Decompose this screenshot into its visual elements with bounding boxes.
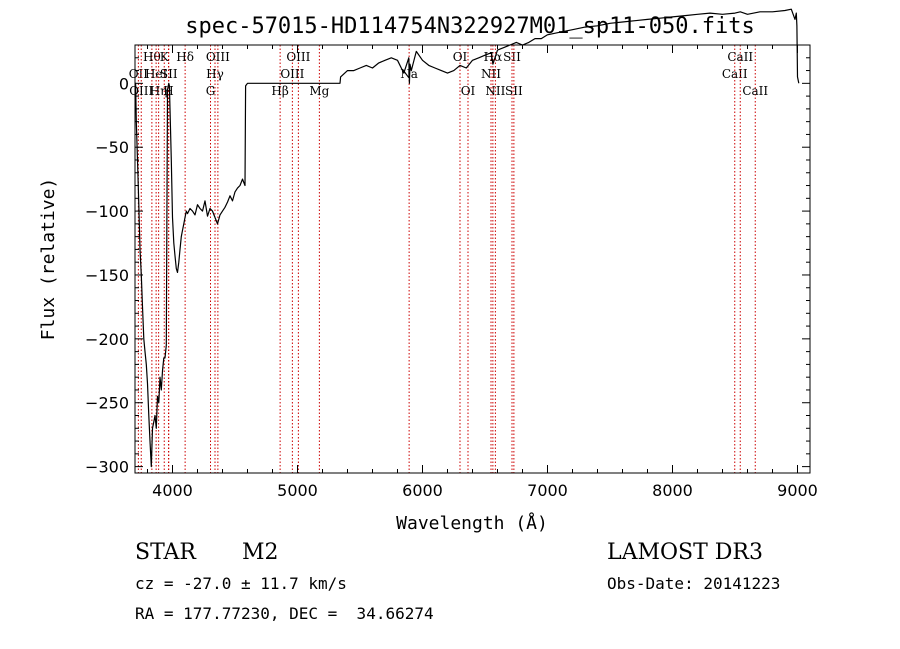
coordinates-readout: RA = 177.77230, DEC = 34.66274 bbox=[135, 604, 434, 623]
x-tick-label: 5000 bbox=[277, 481, 318, 500]
line-label-11: OIII bbox=[206, 50, 230, 64]
y-tick-label: −200 bbox=[85, 330, 129, 349]
plot-frame bbox=[134, 44, 811, 474]
object-subclass: M2 bbox=[242, 540, 279, 565]
y-tick-label: −150 bbox=[85, 266, 129, 285]
line-label-17: OI bbox=[453, 50, 468, 64]
line-label-5: K bbox=[160, 50, 170, 64]
line-label-4: Hη bbox=[150, 84, 168, 98]
x-tick-label: 9000 bbox=[777, 481, 818, 500]
line-label-2: Hθ bbox=[143, 50, 161, 64]
x-tick-label: 4000 bbox=[152, 481, 193, 500]
observation-date: Obs-Date: 20141223 bbox=[607, 574, 781, 593]
line-label-22: SII bbox=[503, 50, 521, 64]
x-tick-label: 7000 bbox=[527, 481, 568, 500]
y-tick-label: −50 bbox=[95, 138, 129, 157]
line-label-25: CaII bbox=[727, 50, 753, 64]
line-label-10: Hγ bbox=[206, 67, 224, 81]
spectrum-line-0 bbox=[134, 8, 800, 468]
line-label-8: Hδ bbox=[176, 50, 194, 64]
y-tick-label: −100 bbox=[85, 202, 129, 221]
spectral-line-markers: OIIOIIIHθHeIHηKHSIIHδGHγOIIIHβOIIIOIIIMg… bbox=[129, 45, 768, 473]
line-label-3: HeI bbox=[145, 67, 168, 81]
line-label-7: SII bbox=[160, 67, 178, 81]
line-label-24: CaII bbox=[722, 67, 748, 81]
line-label-9: G bbox=[206, 84, 216, 98]
line-label-26: CaII bbox=[742, 84, 768, 98]
y-axis-label: Flux (relative) bbox=[38, 178, 59, 341]
x-axis: 4000 5000 6000 7000 8000 9000 bbox=[147, 45, 818, 500]
line-label-19: NII bbox=[481, 67, 501, 81]
y-tick-label: −250 bbox=[85, 394, 129, 413]
redshift-readout: cz = -27.0 ± 11.7 km/s bbox=[135, 574, 347, 593]
spectrum-series bbox=[134, 8, 800, 468]
y-tick-label: −300 bbox=[85, 458, 129, 477]
line-label-15: Mg bbox=[309, 84, 329, 98]
x-tick-label: 8000 bbox=[652, 481, 693, 500]
line-label-18: OI bbox=[461, 84, 476, 98]
x-axis-label: Wavelength (Å) bbox=[396, 512, 548, 534]
object-class: STAR bbox=[135, 540, 196, 565]
survey-name: LAMOST DR3 bbox=[607, 540, 763, 565]
line-label-0: OII bbox=[129, 67, 149, 81]
line-label-13: OIII bbox=[280, 67, 304, 81]
line-label-23: SII bbox=[505, 84, 523, 98]
line-label-21: NII bbox=[485, 84, 505, 98]
y-axis: 0 −50 −100 −150 −200 −250 −300 bbox=[85, 44, 810, 477]
line-label-14: OIII bbox=[286, 50, 310, 64]
spectrum-chart: spec-57015-HD114754N322927M01_sp11-050.f… bbox=[38, 8, 818, 534]
y-tick-label: 0 bbox=[119, 74, 129, 93]
line-label-12: Hβ bbox=[271, 84, 288, 98]
x-tick-label: 6000 bbox=[402, 481, 443, 500]
